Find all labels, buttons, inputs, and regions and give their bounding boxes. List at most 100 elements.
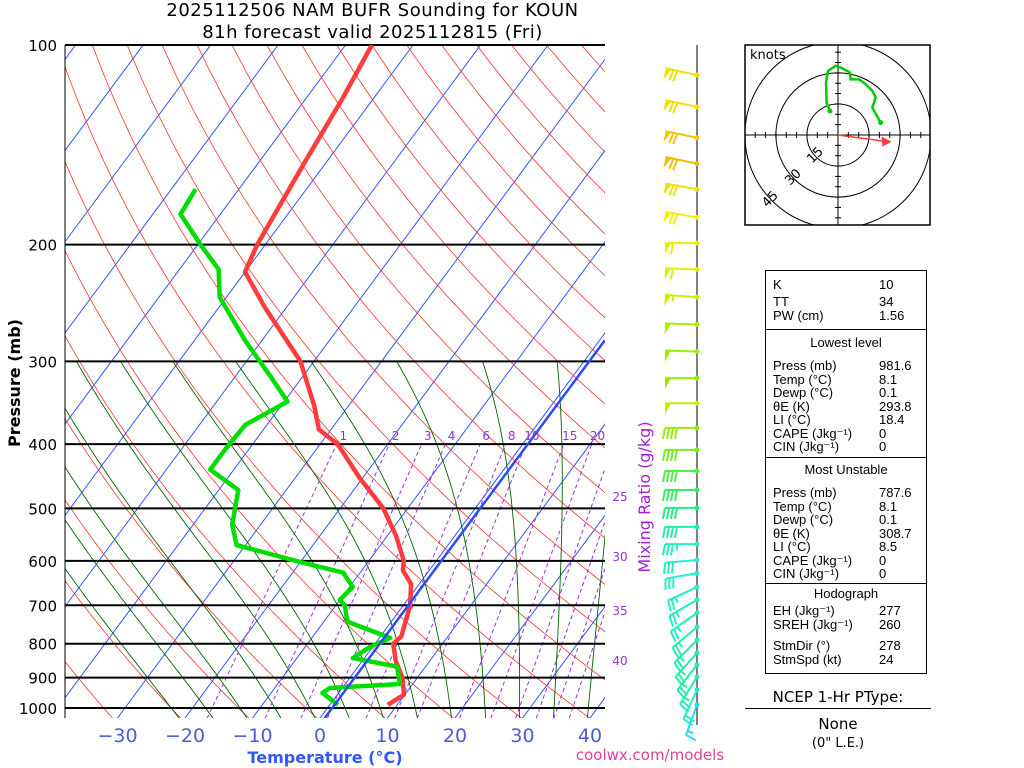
mixing-ratio-label: 2 [392, 429, 400, 443]
wind-barb [667, 584, 700, 612]
moist-adiabat-line [553, 361, 563, 718]
stats-value: 0 [879, 426, 887, 441]
wind-barb-flag [662, 489, 666, 502]
moist-adiabat-line [482, 361, 521, 718]
wind-barb-dot [694, 610, 700, 616]
isotherm-line [454, 514, 605, 718]
wind-barb [662, 505, 700, 520]
wind-barb-flag [670, 507, 674, 520]
pressure-tick-label: 1000 [19, 700, 57, 718]
stats-value: 293.8 [879, 399, 912, 414]
isotherm-line [65, 45, 347, 425]
wind-barb [663, 210, 700, 225]
moist-adiabat-line [65, 567, 180, 718]
wind-barb-dot [694, 135, 700, 141]
wind-barb-flag [674, 489, 678, 502]
ptype-amount: (0" L.E.) [811, 736, 865, 751]
stats-divider [766, 583, 926, 584]
wind-barb-pennant [663, 68, 672, 80]
moist-adiabat-line [65, 518, 214, 718]
wind-barb-dot [694, 349, 700, 355]
wind-barb [663, 130, 700, 145]
stats-row: Dewp (°C) 0.1 [773, 386, 923, 399]
stats-row: SREH (Jkg⁻¹) 260 [773, 618, 923, 631]
stats-row: PW (cm) 1.56 [773, 309, 923, 322]
wind-barb [662, 468, 700, 483]
hodograph-endpoint [827, 108, 833, 114]
stats-row: θE (K) 308.7 [773, 527, 923, 540]
isotherm-line [386, 423, 605, 718]
stats-label: SREH (Jkg⁻¹) [773, 617, 853, 632]
wind-barb [664, 322, 700, 335]
credit-link: coolwx.com/models [576, 746, 724, 764]
stats-label: CAPE (Jkg⁻¹) [773, 426, 853, 441]
wind-barb-flag [662, 449, 666, 462]
wind-barb-flag [670, 489, 674, 502]
wind-barb-pennant [665, 378, 671, 390]
wind-barb-dot [694, 541, 700, 547]
mixing-ratio-line [459, 444, 565, 718]
stats-row: CIN (Jkg⁻¹) 0 [773, 440, 923, 453]
temperature-tick-label: −10 [232, 725, 272, 747]
wind-barb-half-flag [681, 683, 688, 689]
stats-value: 0 [879, 553, 887, 568]
wind-barb [665, 240, 700, 255]
dry-adiabat-line [231, 45, 605, 494]
stats-row: CIN (Jkg⁻¹) 0 [773, 567, 923, 580]
stats-row: Dewp (°C) 0.1 [773, 513, 923, 526]
stats-row: Press (mb) 981.6 [773, 359, 923, 372]
pressure-tick-label: 900 [28, 670, 57, 688]
mixing-ratio-label: 4 [448, 429, 456, 443]
wind-barb-flag [671, 647, 679, 658]
ptype-value: None [818, 715, 858, 733]
wind-barb-dot [694, 375, 700, 381]
wind-barb-shaft [671, 626, 698, 649]
wind-barb [662, 487, 700, 502]
dry-adiabat-line [196, 45, 605, 539]
mixing-ratio-line [515, 467, 605, 718]
wind-barb-flag [671, 561, 675, 574]
most-unstable-title: Most Unstable [804, 462, 888, 477]
pressure-tick-label: 600 [28, 553, 57, 571]
wind-barb-shaft [665, 558, 698, 564]
stats-label: PW (cm) [773, 308, 824, 323]
wind-barb-flag [670, 242, 674, 255]
wind-barb [671, 624, 700, 658]
mixing-ratio-line [264, 443, 390, 718]
wind-barb-flag [684, 714, 695, 723]
wind-barb [663, 99, 700, 114]
wind-barb-flag [670, 543, 674, 556]
dry-adiabat-line [161, 45, 605, 585]
mixing-ratio-label: 15 [562, 429, 577, 443]
stats-row: LI (°C) 8.5 [773, 540, 923, 553]
wind-barb-pennant [664, 268, 672, 280]
isotherm-line [184, 149, 605, 718]
wind-barb [663, 156, 700, 171]
stats-row: TT 34 [773, 295, 923, 308]
wind-barb-flag [669, 630, 677, 642]
wind-barb-flag [682, 718, 694, 727]
dry-adiabat-line [266, 45, 605, 449]
stats-label: θE (K) [773, 399, 810, 414]
wind-barb-shaft [665, 182, 698, 191]
wind-barb-flag [666, 427, 670, 440]
wind-barb-flag [685, 734, 697, 742]
wind-barb-shaft [674, 652, 698, 678]
wind-barb [673, 637, 700, 673]
wind-barb-flag [670, 427, 674, 440]
wind-barb-flag [672, 213, 679, 225]
stats-divider [766, 329, 926, 330]
wind-barb-flag [674, 507, 678, 520]
hodograph-endpoint [878, 120, 884, 126]
wind-barb-dot [694, 570, 700, 576]
pressure-tick-label: 700 [28, 597, 57, 615]
wind-barb-flag [674, 449, 678, 462]
stats-label: θE (K) [773, 526, 810, 541]
dry-adiabat-line [65, 65, 591, 718]
moist-adiabat-line [310, 361, 452, 718]
wind-barb-dot [694, 425, 700, 431]
wind-barb-flag [662, 470, 666, 483]
stats-label: LI (°C) [773, 412, 811, 427]
